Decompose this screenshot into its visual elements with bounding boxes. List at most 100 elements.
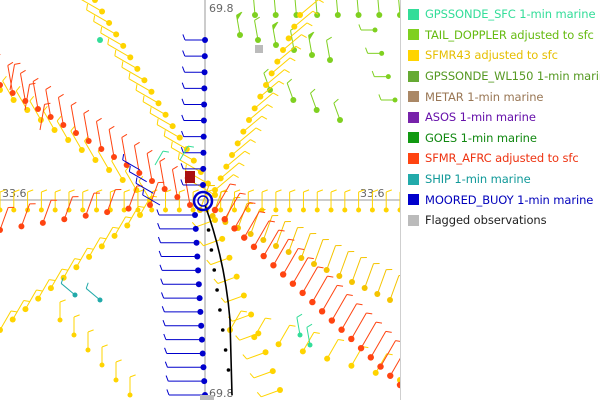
sfmr-afrc-feather <box>83 109 90 114</box>
sfmr43-feather <box>123 189 130 193</box>
sfmr43-point <box>356 207 362 213</box>
sfmr43-feather <box>372 189 379 193</box>
sfmr43-feather <box>255 127 262 132</box>
sfmr43-barb <box>260 80 280 98</box>
sfmr43-feather <box>289 57 296 62</box>
sfmr43-point <box>71 332 77 338</box>
storm-center-ring <box>192 190 214 212</box>
sfmr43-barb <box>271 57 291 74</box>
center-square-marker <box>185 171 195 183</box>
legend-item[interactable]: ASOS 1-min marine <box>408 107 598 128</box>
legend-item[interactable]: GOES 1-min marine <box>408 128 598 149</box>
sfmr-afrc-point <box>0 227 3 233</box>
tail-doppler-feather <box>254 16 260 21</box>
sfmr-afrc-barb <box>360 321 377 349</box>
legend-item[interactable]: SHIP 1-min marine <box>408 169 598 190</box>
legend-label: GPSSONDE_SFC 1-min marine <box>425 7 596 22</box>
legend-swatch <box>408 70 419 82</box>
sfmr43-barb <box>196 219 216 228</box>
sfmr-afrc-feather <box>259 211 266 214</box>
legend-label: GOES 1-min marine <box>425 130 537 145</box>
legend-label: Flagged observations <box>425 213 547 228</box>
legend-label: TAIL_DOPPLER adjusted to sfc <box>425 27 594 42</box>
sfmr43-point <box>260 237 267 243</box>
sfmr43-feather <box>261 115 268 120</box>
sfmr43-barb <box>299 0 319 16</box>
legend-item[interactable]: TAIL_DOPPLER adjusted to sfc <box>408 25 598 46</box>
sfmr-afrc-barb <box>282 248 299 275</box>
sfmr43-point <box>11 207 17 213</box>
sfmr-afrc-barb <box>20 203 31 227</box>
sfmr43-barb <box>326 245 337 271</box>
sfmr-afrc-point <box>357 344 365 352</box>
sfmr43-barb <box>0 310 12 331</box>
moored-buoy-point <box>198 336 205 343</box>
sfmr-afrc-barb <box>106 189 116 213</box>
sfmr-afrc-feather <box>239 192 246 195</box>
sfmr43-point <box>176 207 182 213</box>
legend-item[interactable]: GPSSONDE_WL150 1-min marine <box>408 66 600 87</box>
moored-buoy-feather <box>161 292 165 299</box>
sfmr-afrc-feather <box>229 183 237 186</box>
sfmr43-point <box>134 65 141 72</box>
sfmr43-feather <box>137 189 144 193</box>
sfmr-afrc-feather <box>20 69 26 74</box>
moored-buoy-feather <box>164 347 168 354</box>
tail-doppler-barb <box>294 0 297 16</box>
storm-track-point <box>220 328 225 332</box>
sfmr-afrc-feather <box>278 229 285 232</box>
sfmr43-feather <box>267 104 273 108</box>
sfmr43-barb <box>142 101 166 116</box>
moored-buoy-feather <box>180 179 184 186</box>
sfmr-afrc-feather <box>121 133 128 138</box>
storm-track-point <box>209 248 214 252</box>
sfmr43-point <box>297 12 303 18</box>
sfmr43-barb <box>288 22 308 39</box>
sfmr43-barb <box>12 300 25 320</box>
sfmr-afrc-point <box>161 186 168 192</box>
sfmr43-feather <box>344 189 351 193</box>
sfmr43-point <box>280 47 286 53</box>
legend-item[interactable]: SFMR_AFRC adjusted to sfc <box>408 148 598 169</box>
tail-doppler-point <box>272 12 279 18</box>
sfmr43-feather <box>206 259 212 265</box>
tail-doppler-point <box>397 12 403 18</box>
sfmr-afrc-feather <box>159 157 166 162</box>
moored-buoy-point <box>194 253 201 260</box>
moored-buoy-feather <box>181 114 185 121</box>
sfmr-afrc-point <box>387 372 394 379</box>
legend-item[interactable]: Flagged observations <box>408 210 598 231</box>
sfmr43-point <box>119 177 126 183</box>
sfmr-afrc-barb <box>133 145 140 174</box>
sfmr43-point <box>248 311 255 318</box>
moored-buoy-feather <box>122 153 125 161</box>
map-plot[interactable]: 33.6 33.6 69.8 69.8 <box>0 0 422 400</box>
sfmr43-feather <box>199 240 204 247</box>
legend-item[interactable]: METAR 1-min marine <box>408 86 598 107</box>
sfmr43-point <box>121 207 127 213</box>
sfmr-afrc-point <box>73 130 79 136</box>
sfmr43-feather <box>56 115 62 122</box>
legend-item[interactable]: SFMR43 adjusted to sfc <box>408 45 598 66</box>
sfmr43-feather <box>165 189 172 193</box>
sfmr43-barb <box>114 55 138 70</box>
legend-item[interactable]: MOORED_BUOY 1-min marine <box>408 189 598 210</box>
sfmr-afrc-feather <box>29 82 36 85</box>
sfmr43-feather <box>82 189 89 193</box>
sfmr43-point <box>374 291 381 297</box>
sfmr43-feather <box>36 289 43 292</box>
sfmr43-barb <box>107 43 131 58</box>
moored-buoy-point <box>196 295 203 302</box>
moored-buoy-feather <box>182 34 186 41</box>
legend-swatch <box>408 152 419 164</box>
sfmr-afrc-point <box>136 170 143 176</box>
sfmr43-point <box>86 253 93 260</box>
legend-item[interactable]: GPSSONDE_SFC 1-min marine <box>408 4 598 25</box>
sfmr43-point <box>229 152 235 158</box>
sfmr43-barb <box>2 80 15 101</box>
legend-label: METAR 1-min marine <box>425 89 544 104</box>
sfmr43-point <box>99 362 105 368</box>
sfmr-afrc-barb <box>32 81 39 110</box>
sfmr-afrc-point <box>39 219 46 226</box>
sfmr43-barb <box>278 324 291 345</box>
